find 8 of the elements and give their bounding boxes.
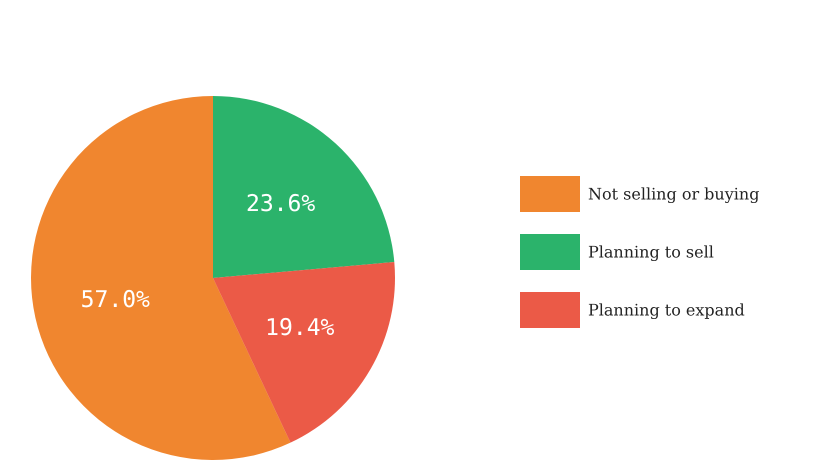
data-label: 23.6% — [246, 191, 316, 218]
data-label: 19.4% — [265, 314, 335, 341]
legend-label: Planning to expand — [588, 300, 745, 320]
pie-slice — [213, 262, 395, 443]
pie-slice — [213, 96, 394, 278]
legend-label: Not selling or buying — [588, 184, 760, 204]
legend-label: Planning to sell — [588, 242, 714, 262]
data-label: 57.0% — [80, 286, 150, 313]
